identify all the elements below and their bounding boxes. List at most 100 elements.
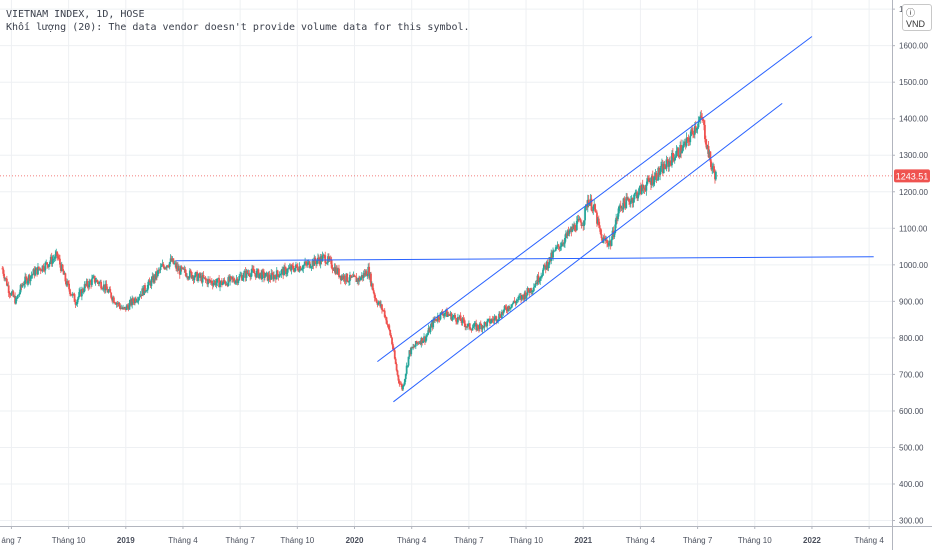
- candle-body: [190, 272, 193, 279]
- candle-body: [263, 271, 265, 279]
- candle-body: [280, 270, 283, 275]
- candle-body: [508, 306, 511, 310]
- candle-body: [478, 328, 480, 330]
- candle-body: [45, 262, 48, 264]
- candle-body: [252, 269, 255, 273]
- candle-body: [444, 313, 446, 315]
- candle-body: [546, 261, 549, 269]
- candle-body: [454, 315, 457, 318]
- candle-body: [599, 228, 602, 235]
- candle-body: [93, 275, 96, 283]
- candle-body: [254, 273, 257, 278]
- candle-body: [554, 247, 557, 251]
- candle-body: [655, 173, 658, 180]
- candle-body: [102, 284, 105, 289]
- trendline-horizontal-support[interactable]: [176, 256, 874, 262]
- candle-body: [192, 276, 195, 281]
- candle-body: [125, 305, 128, 311]
- candle-body: [144, 285, 146, 292]
- candle-body: [680, 144, 683, 154]
- candle-body: [532, 290, 534, 292]
- candle-body: [618, 206, 620, 214]
- candle-body: [4, 278, 6, 279]
- candle-body: [476, 324, 479, 330]
- candle-body: [106, 288, 109, 293]
- candle-body: [446, 314, 449, 317]
- candle-body: [688, 140, 691, 143]
- candle-body: [342, 275, 345, 279]
- candle-body: [707, 146, 710, 158]
- candle-body: [686, 137, 689, 139]
- candle-body: [265, 272, 268, 274]
- candle-body: [63, 273, 66, 275]
- candle-body: [117, 302, 120, 304]
- candle-body: [448, 315, 451, 316]
- candle-body: [661, 163, 664, 174]
- candle-body: [555, 246, 558, 248]
- trendline-channel-lower[interactable]: [393, 102, 783, 403]
- candle-body: [693, 134, 695, 136]
- candle-body: [461, 318, 464, 323]
- candle-body: [495, 316, 498, 322]
- candle-body: [661, 163, 663, 166]
- candle-body: [226, 284, 229, 286]
- trendline-channel-upper[interactable]: [377, 36, 813, 363]
- candle-body: [480, 324, 483, 330]
- y-tick-label: 500.00: [899, 443, 924, 452]
- candle-body: [229, 276, 231, 282]
- candle-body: [75, 303, 78, 305]
- candle-body: [274, 275, 276, 277]
- candle-body: [658, 167, 661, 175]
- candle-body: [339, 275, 342, 281]
- candle-body: [257, 269, 260, 278]
- candle-body: [709, 151, 712, 162]
- candle-body: [521, 294, 524, 297]
- x-tick-label: 2019: [117, 536, 135, 545]
- candle-body: [585, 204, 588, 208]
- candle-body: [506, 310, 509, 312]
- candle-body: [377, 302, 380, 305]
- candle-body: [191, 276, 194, 279]
- candle-body: [713, 166, 715, 172]
- candle-body: [507, 306, 510, 312]
- candle-body: [563, 243, 565, 245]
- symbol-title[interactable]: VIETNAM INDEX, 1D, HOSE: [6, 9, 145, 20]
- candle-body: [536, 275, 539, 284]
- candle-body: [489, 321, 492, 324]
- candle-body: [187, 276, 189, 279]
- candle-body: [134, 298, 136, 303]
- candle-body: [135, 300, 138, 302]
- currency-badge[interactable]: ⓘ VND: [902, 4, 932, 31]
- candle-body: [139, 294, 142, 297]
- candle-body: [575, 220, 578, 231]
- candle-body: [601, 238, 604, 243]
- candle-body: [636, 192, 639, 199]
- candle-body: [118, 302, 121, 306]
- candle-body: [33, 269, 36, 276]
- candle-body: [645, 184, 648, 191]
- candle-body: [147, 280, 150, 285]
- candle-body: [101, 288, 103, 290]
- candle-body: [207, 279, 210, 285]
- candle-body: [622, 198, 625, 210]
- candle-body: [253, 272, 256, 274]
- candle-body: [32, 269, 35, 275]
- candle-body: [647, 178, 650, 179]
- candle-body: [460, 320, 463, 323]
- candle-body: [217, 278, 220, 280]
- candle-body: [478, 323, 481, 329]
- x-tick-label: Tháng 4: [397, 536, 427, 545]
- candle-body: [330, 259, 333, 268]
- candle-body: [627, 198, 629, 200]
- candle-body: [564, 233, 567, 239]
- candle-body: [105, 283, 108, 289]
- candle-body: [25, 276, 27, 278]
- x-tick-label: áng 7: [1, 536, 22, 545]
- candle-body: [553, 250, 555, 252]
- candle-body: [623, 198, 626, 204]
- candle-body: [621, 207, 624, 210]
- trendlines[interactable]: [176, 36, 874, 403]
- candle-body: [578, 218, 581, 220]
